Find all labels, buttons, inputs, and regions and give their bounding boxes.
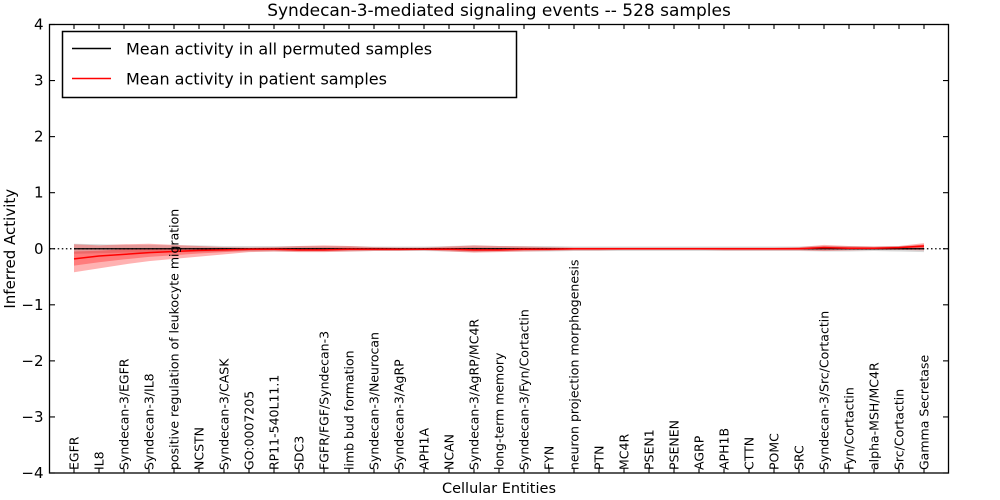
x-tick-label: Syndecan-3/AgRP/MC4R — [467, 319, 482, 470]
x-tick-label: Syndecan-3/Neurocan — [367, 332, 382, 470]
x-tick-label: PSENEN — [667, 420, 682, 470]
x-tick-label: FYN — [542, 446, 557, 470]
y-axis-label: Inferred Activity — [1, 189, 19, 309]
x-tick-label: limb bud formation — [342, 350, 357, 470]
patient-std-band — [74, 243, 924, 273]
x-tick-label: EGFR — [67, 436, 82, 470]
x-tick-label: Syndecan-3/CASK — [217, 358, 232, 470]
legend: Mean activity in all permuted samples Me… — [61, 30, 518, 99]
y-tick-label: 4 — [34, 16, 44, 34]
x-tick-label: Syndecan-3/Src/Cortactin — [817, 311, 832, 470]
patient-mean-line — [73, 245, 925, 260]
x-tick-label: neuron projection morphogenesis — [567, 259, 582, 470]
x-tick-label: Gamma Secretase — [917, 355, 932, 470]
x-tick-label: FGFR/FGF/Syndecan-3 — [317, 331, 332, 470]
x-tick-label: Syndecan-3/Fyn/Cortactin — [517, 309, 532, 470]
chart-title: Syndecan-3-mediated signaling events -- … — [267, 1, 731, 21]
x-tick-label: long-term memory — [492, 352, 507, 470]
x-tick-label: SRC — [792, 445, 807, 470]
x-tick-label: GO:0007205 — [242, 391, 257, 470]
x-tick-label: AGRP — [692, 435, 707, 470]
y-tick-label: −3 — [21, 408, 43, 426]
x-tick-label: NCAN — [442, 434, 457, 470]
y-tick-label: −2 — [21, 352, 43, 370]
x-tick-label: Syndecan-3/AgRP — [392, 359, 407, 470]
y-tick-label: 3 — [34, 72, 44, 90]
x-tick-label: Src/Cortactin — [892, 389, 907, 470]
x-tick-label: Syndecan-3/EGFR — [117, 358, 132, 470]
y-tick-label: 1 — [34, 184, 44, 202]
y-tick-label: −4 — [21, 464, 43, 482]
x-tick-label: POMC — [767, 433, 782, 470]
legend-box — [61, 30, 518, 99]
x-tick-label: CTTN — [742, 437, 757, 470]
x-tick-label: alpha-MSH/MC4R — [867, 362, 882, 470]
x-tick-label: PSEN1 — [642, 429, 657, 470]
x-tick-label: Syndecan-3/IL8 — [142, 373, 157, 470]
x-tick-label: MC4R — [617, 434, 632, 470]
x-tick-label: APH1A — [417, 428, 432, 470]
x-tick-label: APH1B — [717, 428, 732, 470]
axes-frame — [48, 23, 950, 474]
x-tick-label: PTN — [592, 445, 607, 470]
x-tick-label: RP11-540L11.1 — [267, 375, 282, 470]
y-tick-label: −1 — [21, 296, 43, 314]
x-tick-label: SDC3 — [292, 436, 307, 470]
x-tick-label: IL8 — [92, 451, 107, 470]
x-tick-label: Fyn/Cortactin — [842, 387, 857, 470]
x-tick-label: positive regulation of leukocyte migrati… — [167, 209, 182, 470]
plot-area: EGFR IL8 Syndecan-3/EGFR Syndecan-3/IL8 posi… — [21, 16, 949, 482]
y-tick-label: 2 — [34, 128, 44, 146]
x-axis-label: Cellular Entities — [442, 481, 556, 497]
x-tick-label: NCSTN — [192, 427, 207, 470]
legend-label-patient: Mean activity in patient samples — [126, 70, 387, 89]
y-tick-label: 0 — [34, 240, 44, 258]
legend-label-permuted: Mean activity in all permuted samples — [126, 40, 432, 59]
